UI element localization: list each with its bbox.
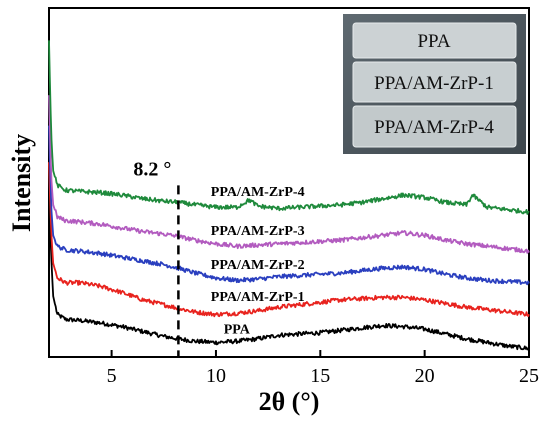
y-axis-title: Intensity xyxy=(7,134,36,232)
series-layer xyxy=(48,40,530,351)
inset-photo: PPA PPA/AM-ZrP-1 PPA/AM-ZrP-4 xyxy=(343,14,526,154)
series-line-3 xyxy=(48,95,530,254)
x-tick-label-2: 15 xyxy=(310,365,330,387)
series-label-2: PPA/AM-ZrP-2 xyxy=(211,258,305,273)
x-tick-label-1: 10 xyxy=(206,365,226,387)
inset-label-zrp4: PPA/AM-ZrP-4 xyxy=(374,117,494,138)
x-tick-label-0: 5 xyxy=(107,365,117,387)
x-tick-label-3: 20 xyxy=(415,365,435,387)
annotation-label: 8.2 ° xyxy=(133,158,171,180)
x-axis-title: 2θ (°) xyxy=(259,387,320,416)
x-tick-label-4: 25 xyxy=(519,365,539,387)
inset-film-1 xyxy=(352,22,517,59)
series-line-4 xyxy=(48,40,530,215)
inset-film-2 xyxy=(352,61,517,103)
inset-label-zrp1: PPA/AM-ZrP-1 xyxy=(374,73,494,94)
x-tick-layer: 5 10 15 20 25 xyxy=(107,350,539,387)
series-line-1 xyxy=(48,162,530,318)
series-line-0 xyxy=(48,192,530,351)
series-label-0: PPA xyxy=(224,322,251,337)
series-line-2 xyxy=(48,125,530,286)
series-label-1: PPA/AM-ZrP-1 xyxy=(211,290,305,305)
series-label-3: PPA/AM-ZrP-3 xyxy=(211,224,305,239)
inset-film-3 xyxy=(352,105,517,148)
series-label-layer: PPA PPA/AM-ZrP-1 PPA/AM-ZrP-2 PPA/AM-ZrP-3 P… xyxy=(211,185,305,337)
inset-label-ppa: PPA xyxy=(417,31,450,52)
series-label-4: PPA/AM-ZrP-4 xyxy=(211,185,305,200)
